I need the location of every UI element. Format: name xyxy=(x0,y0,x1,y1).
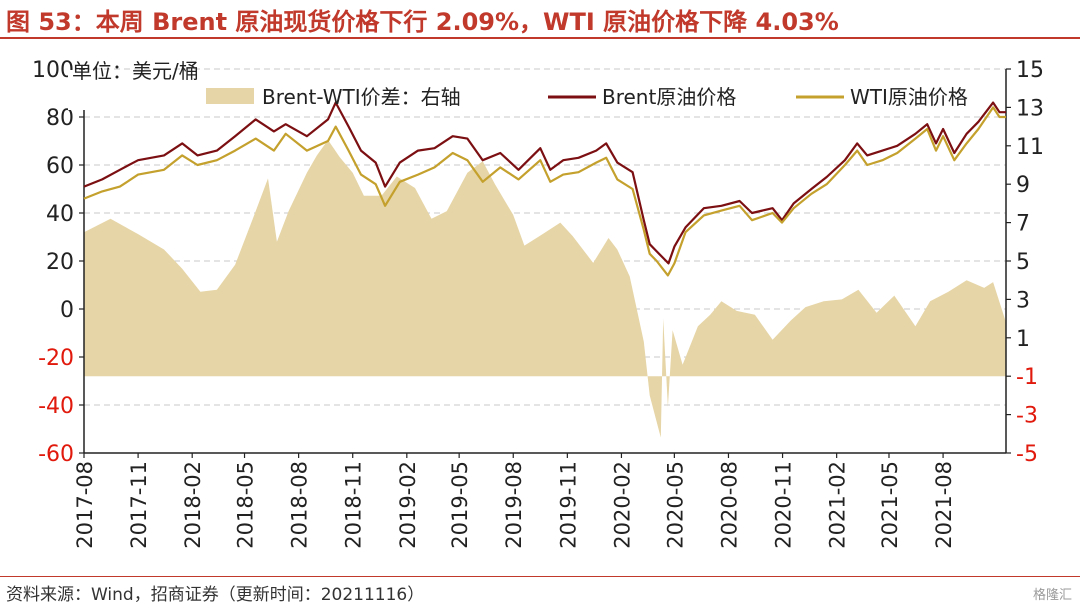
legend-swatch-spread xyxy=(206,88,254,104)
spread-area xyxy=(84,140,1006,438)
right-tick-label: 13 xyxy=(1016,96,1044,121)
spread-area-layer xyxy=(84,140,1006,438)
left-tick-label: -60 xyxy=(38,442,74,467)
right-tick-label: 11 xyxy=(1016,135,1044,160)
legend-label-spread: Brent-WTI价差：右轴 xyxy=(262,85,461,109)
x-tick-label: 2019-08 xyxy=(502,461,526,549)
x-tick-label: 2018-08 xyxy=(288,461,312,549)
watermark: 格隆汇 xyxy=(1032,588,1072,603)
right-tick-label: 7 xyxy=(1016,212,1030,237)
x-tick-label: 2021-08 xyxy=(932,461,956,549)
left-tick-label: 100 xyxy=(32,58,74,83)
left-tick-label: -40 xyxy=(38,394,74,419)
x-tick-label: 2019-11 xyxy=(556,461,580,549)
x-tick-label: 2019-05 xyxy=(448,461,472,549)
x-tick-label: 2020-05 xyxy=(663,461,687,549)
right-tick-label: 15 xyxy=(1016,58,1044,83)
x-tick-label: 2018-02 xyxy=(181,461,205,549)
title-rule xyxy=(0,37,1080,39)
left-tick-label: 80 xyxy=(46,106,74,131)
price-lines-layer xyxy=(83,101,1006,277)
x-tick-label: 2020-02 xyxy=(610,461,634,549)
wti-price-line xyxy=(83,106,1006,277)
right-tick-label: 3 xyxy=(1016,288,1030,313)
left-tick-label: 0 xyxy=(60,298,74,323)
left-tick-label: 60 xyxy=(46,154,74,179)
x-tick-label: 2020-11 xyxy=(772,461,796,549)
axes: 100 80 60 40 20 0 -20 -40 -60 15 13 11 9 7 5 3 1 -1 -3 -5 20… xyxy=(32,58,1044,549)
right-tick-label: 9 xyxy=(1016,173,1030,198)
x-tick-label: 2021-05 xyxy=(878,461,902,549)
brent-price-line xyxy=(83,101,1006,265)
chart-title: 图 53：本周 Brent 原油现货价格下行 2.09%，WTI 原油价格下降 … xyxy=(6,8,839,36)
left-tick-label: -20 xyxy=(38,346,74,371)
left-tick-label: 40 xyxy=(46,202,74,227)
x-tick-label: 2019-02 xyxy=(396,461,420,549)
legend-label-brent: Brent原油价格 xyxy=(602,85,736,109)
x-tick-label: 2017-11 xyxy=(127,461,151,549)
right-tick-label: 5 xyxy=(1016,250,1030,275)
source-rule xyxy=(0,576,1080,577)
right-tick-label: -5 xyxy=(1016,442,1038,467)
legend-label-wti: WTI原油价格 xyxy=(850,85,968,109)
legend: 单位：美元/桶 Brent-WTI价差：右轴 Brent原油价格 WTI原油价格 xyxy=(68,59,968,110)
x-tick-label: 2017-08 xyxy=(73,461,97,549)
x-tick-label: 2018-11 xyxy=(342,461,366,549)
right-tick-label: -1 xyxy=(1016,365,1038,390)
right-tick-label: 1 xyxy=(1016,327,1030,352)
x-tick-label: 2020-08 xyxy=(718,461,742,549)
left-tick-label: 20 xyxy=(46,250,74,275)
chart: 100 80 60 40 20 0 -20 -40 -60 15 13 11 9 7 5 3 1 -1 -3 -5 20… xyxy=(32,58,1044,549)
x-tick-label: 2018-05 xyxy=(234,461,258,549)
unit-label: 单位：美元/桶 xyxy=(72,59,199,83)
x-tick-label: 2021-02 xyxy=(826,461,850,549)
source-note: 资料来源：Wind，招商证券（更新时间：20211116） xyxy=(6,585,425,605)
right-tick-label: -3 xyxy=(1016,404,1038,429)
